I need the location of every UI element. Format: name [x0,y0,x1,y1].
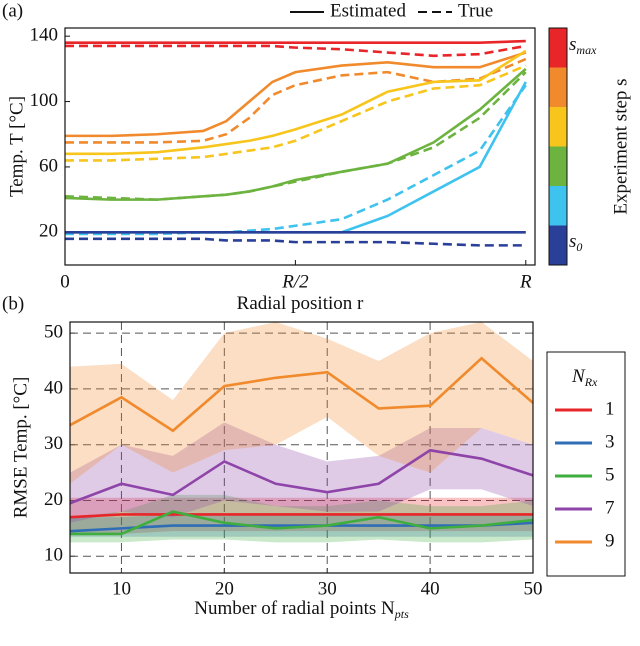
data-line [65,57,527,144]
colorbar-label: Experiment step s [610,78,631,214]
y-tick-label: 20 [44,489,63,510]
data-line [65,51,527,138]
data-line [69,356,534,433]
colorbar-bottom-label: s0 [569,231,582,253]
x-axis-label-main: Radial position r [237,293,364,314]
colorbar-segment [549,28,567,68]
colorbar-top-label: smax [569,34,597,56]
colorbar-frame [548,27,568,266]
colorbar-top-label-symbol: s [569,34,576,55]
x-axis-label: Radial position r [237,293,364,314]
data-line [65,84,527,236]
data-line [65,81,527,234]
legend-title: NRx [571,366,598,388]
data-line [70,510,534,536]
legend-label: 7 [605,497,615,518]
y-tick-label: 50 [44,322,63,343]
data-line [65,64,527,162]
x-axis-label-main: Number of radial points N [194,598,395,619]
x-axis-label-sub: pts [394,607,409,621]
legend-label: Estimated [330,0,406,21]
legend-label: 5 [605,464,615,485]
data-line [69,513,533,519]
legend-box [546,351,626,577]
data-line [65,39,526,45]
colorbar-top-label-sub: max [576,43,597,57]
panel-label: (b) [2,293,24,314]
x-tick-label: R/2 [281,271,309,292]
y-tick-label: 140 [30,25,59,46]
data-line [69,521,534,533]
x-tick-label: 20 [215,578,234,599]
legend-label: 3 [605,431,615,452]
data-line [69,448,534,505]
error-band [70,322,533,484]
y-axis-label: RMSE Temp. [°C] [10,377,31,519]
y-tick-label: 20 [39,221,58,242]
y-tick-label: 60 [39,155,58,176]
plot-frame [64,27,536,266]
data-line [64,71,527,201]
colorbar-segment [549,186,567,226]
colorbar-segment [549,107,567,147]
legend-label: 9 [605,530,615,551]
error-band [70,494,533,543]
colorbar-segment [549,225,567,265]
colorbar-bottom-label-symbol: s [569,231,576,252]
x-tick-label: 0 [60,271,70,292]
x-axis-label: Number of radial points Npts [194,598,409,620]
data-line [65,44,527,58]
x-tick-label: 50 [524,578,543,599]
x-tick-label: 40 [421,578,440,599]
y-tick-label: 10 [44,545,63,566]
colorbar-segment [549,67,567,107]
x-tick-label: R [519,271,532,292]
data-line [65,237,526,247]
plot-frame [69,321,534,574]
x-tick-label: 10 [112,578,131,599]
legend-title-symbol: N [571,366,586,387]
y-tick-label: 40 [44,377,63,398]
y-tick-label: 30 [44,433,63,454]
colorbar-segment [549,146,567,186]
data-line [65,49,527,156]
x-tick-label: 30 [318,578,337,599]
legend-title-sub: Rx [584,375,598,389]
colorbar-bottom-label-sub: 0 [576,240,582,254]
panel-label: (a) [2,0,23,21]
legend-label: True [458,0,493,21]
y-axis-label: Temp. T [°C] [6,96,27,197]
legend-label: 1 [605,398,615,419]
error-band [70,422,533,523]
y-tick-label: 100 [30,90,59,111]
